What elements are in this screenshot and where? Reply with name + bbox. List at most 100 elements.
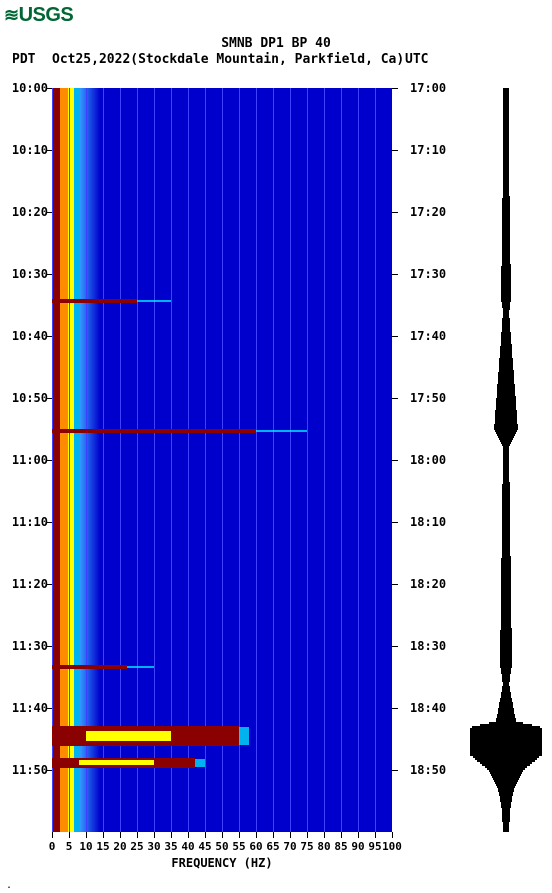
usgs-logo: ≋USGS <box>4 4 73 27</box>
xtick <box>188 832 189 838</box>
xtick-label: 65 <box>266 840 279 853</box>
ytick <box>392 398 398 399</box>
gridline <box>358 88 359 832</box>
pdt-tick-label: 10:10 <box>0 143 48 157</box>
pdt-tick-label: 11:00 <box>0 453 48 467</box>
xtick <box>205 832 206 838</box>
xtick <box>256 832 257 838</box>
xtick <box>341 832 342 838</box>
xtick <box>273 832 274 838</box>
gridline <box>290 88 291 832</box>
event-cyan-0 <box>137 300 171 302</box>
xtick-label: 75 <box>300 840 313 853</box>
event-yellow-3 <box>86 731 171 741</box>
xtick-label: 45 <box>198 840 211 853</box>
ytick <box>46 770 52 771</box>
pdt-tick-label: 11:50 <box>0 763 48 777</box>
pdt-tick-label: 10:40 <box>0 329 48 343</box>
pdt-tick-label: 11:10 <box>0 515 48 529</box>
xtick <box>324 832 325 838</box>
utc-tick-label: 18:00 <box>410 453 446 467</box>
ytick <box>46 584 52 585</box>
gridline <box>273 88 274 832</box>
xtick <box>103 832 104 838</box>
gridline <box>69 88 70 832</box>
gridline <box>222 88 223 832</box>
ytick <box>392 708 398 709</box>
ytick <box>46 708 52 709</box>
xtick-label: 30 <box>147 840 160 853</box>
xtick-label: 15 <box>96 840 109 853</box>
gridline <box>120 88 121 832</box>
utc-tick-label: 17:40 <box>410 329 446 343</box>
xtick <box>52 832 53 838</box>
xtick-label: 10 <box>79 840 92 853</box>
seismic-event-2 <box>52 665 127 669</box>
xtick-label: 60 <box>249 840 262 853</box>
ytick <box>46 646 52 647</box>
gridline <box>52 88 53 832</box>
date-and-location: Oct25,2022(Stockdale Mountain, Parkfield… <box>52 52 404 67</box>
xtick-label: 5 <box>66 840 73 853</box>
ytick <box>46 398 52 399</box>
xtick-label: 85 <box>334 840 347 853</box>
lowfreq-band-red <box>52 88 60 832</box>
lowfreq-band-orange <box>60 88 68 832</box>
spectrogram-plot <box>52 88 392 832</box>
utc-tick-label: 18:30 <box>410 639 446 653</box>
gridline <box>324 88 325 832</box>
gridline <box>307 88 308 832</box>
xtick <box>375 832 376 838</box>
wave-icon: ≋ <box>4 5 19 26</box>
ytick <box>392 646 398 647</box>
xtick-label: 90 <box>351 840 364 853</box>
ytick <box>46 336 52 337</box>
xtick-label: 50 <box>215 840 228 853</box>
xtick-label: 55 <box>232 840 245 853</box>
footer-mark: . <box>6 880 12 891</box>
xtick-label: 95 <box>368 840 381 853</box>
utc-tick-label: 18:50 <box>410 763 446 777</box>
xtick <box>120 832 121 838</box>
xtick-label: 40 <box>181 840 194 853</box>
event-yellow-4 <box>79 760 154 765</box>
location-label: (Stockdale Mountain, Parkfield, Ca) <box>130 52 404 67</box>
pdt-tick-label: 10:50 <box>0 391 48 405</box>
gridline <box>341 88 342 832</box>
xtick <box>86 832 87 838</box>
ytick <box>46 274 52 275</box>
ytick <box>46 522 52 523</box>
logo-text: USGS <box>19 4 74 26</box>
ytick <box>46 460 52 461</box>
title-line1: SMNB DP1 BP 40 <box>221 36 331 51</box>
utc-tick-label: 17:50 <box>410 391 446 405</box>
pdt-tick-label: 10:30 <box>0 267 48 281</box>
utc-label: UTC <box>405 52 428 67</box>
utc-tick-label: 18:10 <box>410 515 446 529</box>
utc-tick-label: 17:20 <box>410 205 446 219</box>
xtick <box>137 832 138 838</box>
ytick <box>392 274 398 275</box>
event-cyan-4 <box>195 759 205 767</box>
xtick-label: 70 <box>283 840 296 853</box>
gridline <box>86 88 87 832</box>
ytick <box>46 150 52 151</box>
gridline <box>205 88 206 832</box>
gridline <box>188 88 189 832</box>
ytick <box>392 88 398 89</box>
utc-tick-label: 17:10 <box>410 143 446 157</box>
ytick <box>392 770 398 771</box>
gridline <box>239 88 240 832</box>
xtick <box>154 832 155 838</box>
xtick-label: 25 <box>130 840 143 853</box>
xtick-label: 20 <box>113 840 126 853</box>
pdt-tick-label: 11:30 <box>0 639 48 653</box>
waveform-panel <box>470 88 542 832</box>
event-cyan-1 <box>256 430 307 432</box>
xtick <box>222 832 223 838</box>
gridline <box>103 88 104 832</box>
xtick-label: 35 <box>164 840 177 853</box>
xtick-label: 80 <box>317 840 330 853</box>
pdt-tick-label: 11:20 <box>0 577 48 591</box>
pdt-tick-label: 11:40 <box>0 701 48 715</box>
